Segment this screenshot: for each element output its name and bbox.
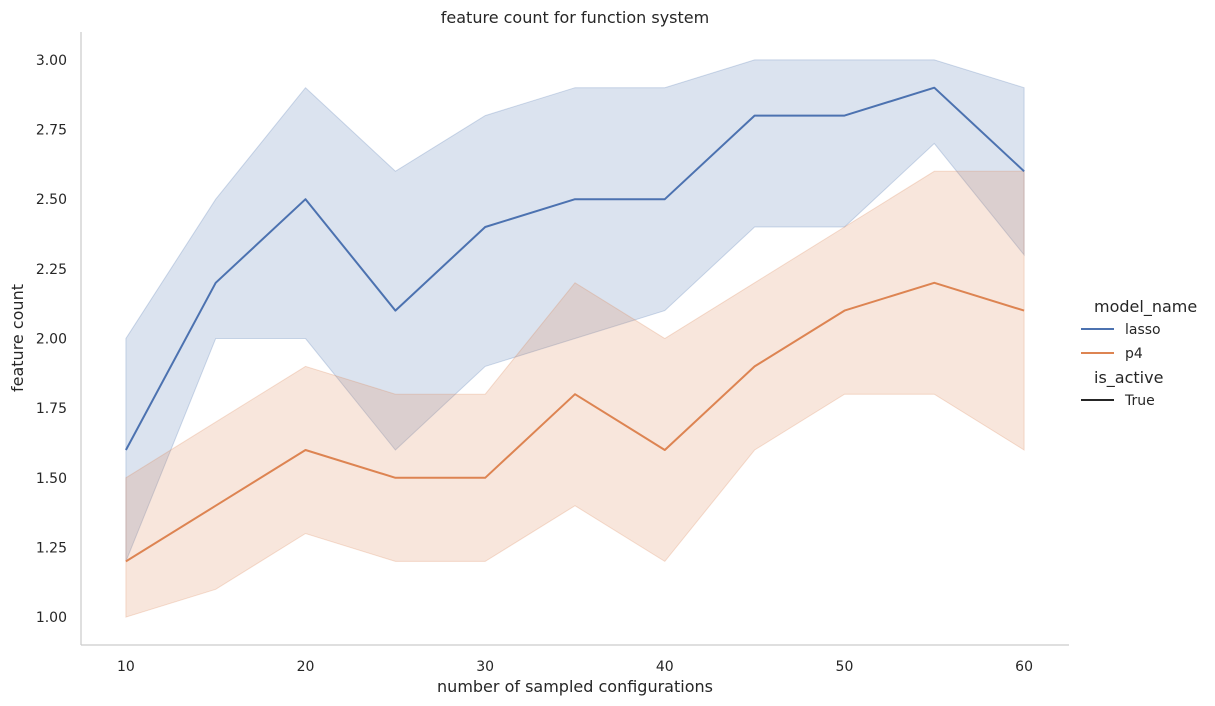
series-lines	[125, 86, 1025, 563]
y-tick-labels: 1.00 1.25 1.50 1.75 2.00 2.25 2.50 2.75 3.00	[36, 53, 67, 626]
legend: model_name lasso p4 is_active True	[1081, 297, 1197, 409]
x-tick-labels: 10 20 30 40 50 60	[117, 659, 1033, 675]
x-tick-label: 40	[656, 659, 674, 675]
y-axis-label: feature count	[8, 284, 27, 392]
x-tick-label: 10	[117, 659, 135, 675]
y-tick-label: 2.25	[36, 262, 67, 278]
legend-label-true: True	[1124, 393, 1155, 409]
ci-band-lasso	[125, 59, 1025, 562]
y-tick-label: 1.75	[36, 401, 67, 417]
series-line-p4	[125, 281, 1025, 563]
y-tick-label: 3.00	[36, 53, 67, 69]
x-tick-label: 60	[1015, 659, 1033, 675]
x-axis-label: number of sampled configurations	[437, 677, 713, 696]
legend-label-lasso: lasso	[1125, 322, 1161, 338]
x-tick-label: 50	[836, 659, 854, 675]
legend-hue-title: model_name	[1094, 297, 1197, 317]
y-tick-label: 1.00	[36, 610, 67, 626]
series-line-lasso	[125, 86, 1025, 451]
x-tick-label: 30	[476, 659, 494, 675]
confidence-bands	[125, 59, 1025, 618]
chart-title: feature count for function system	[441, 8, 709, 27]
legend-label-p4: p4	[1125, 346, 1143, 362]
legend-style-title: is_active	[1094, 368, 1163, 388]
y-tick-label: 1.25	[36, 540, 67, 556]
y-tick-label: 2.50	[36, 192, 67, 208]
x-tick-label: 20	[297, 659, 315, 675]
y-tick-label: 2.75	[36, 123, 67, 139]
y-tick-label: 1.50	[36, 471, 67, 487]
y-tick-label: 2.00	[36, 332, 67, 348]
